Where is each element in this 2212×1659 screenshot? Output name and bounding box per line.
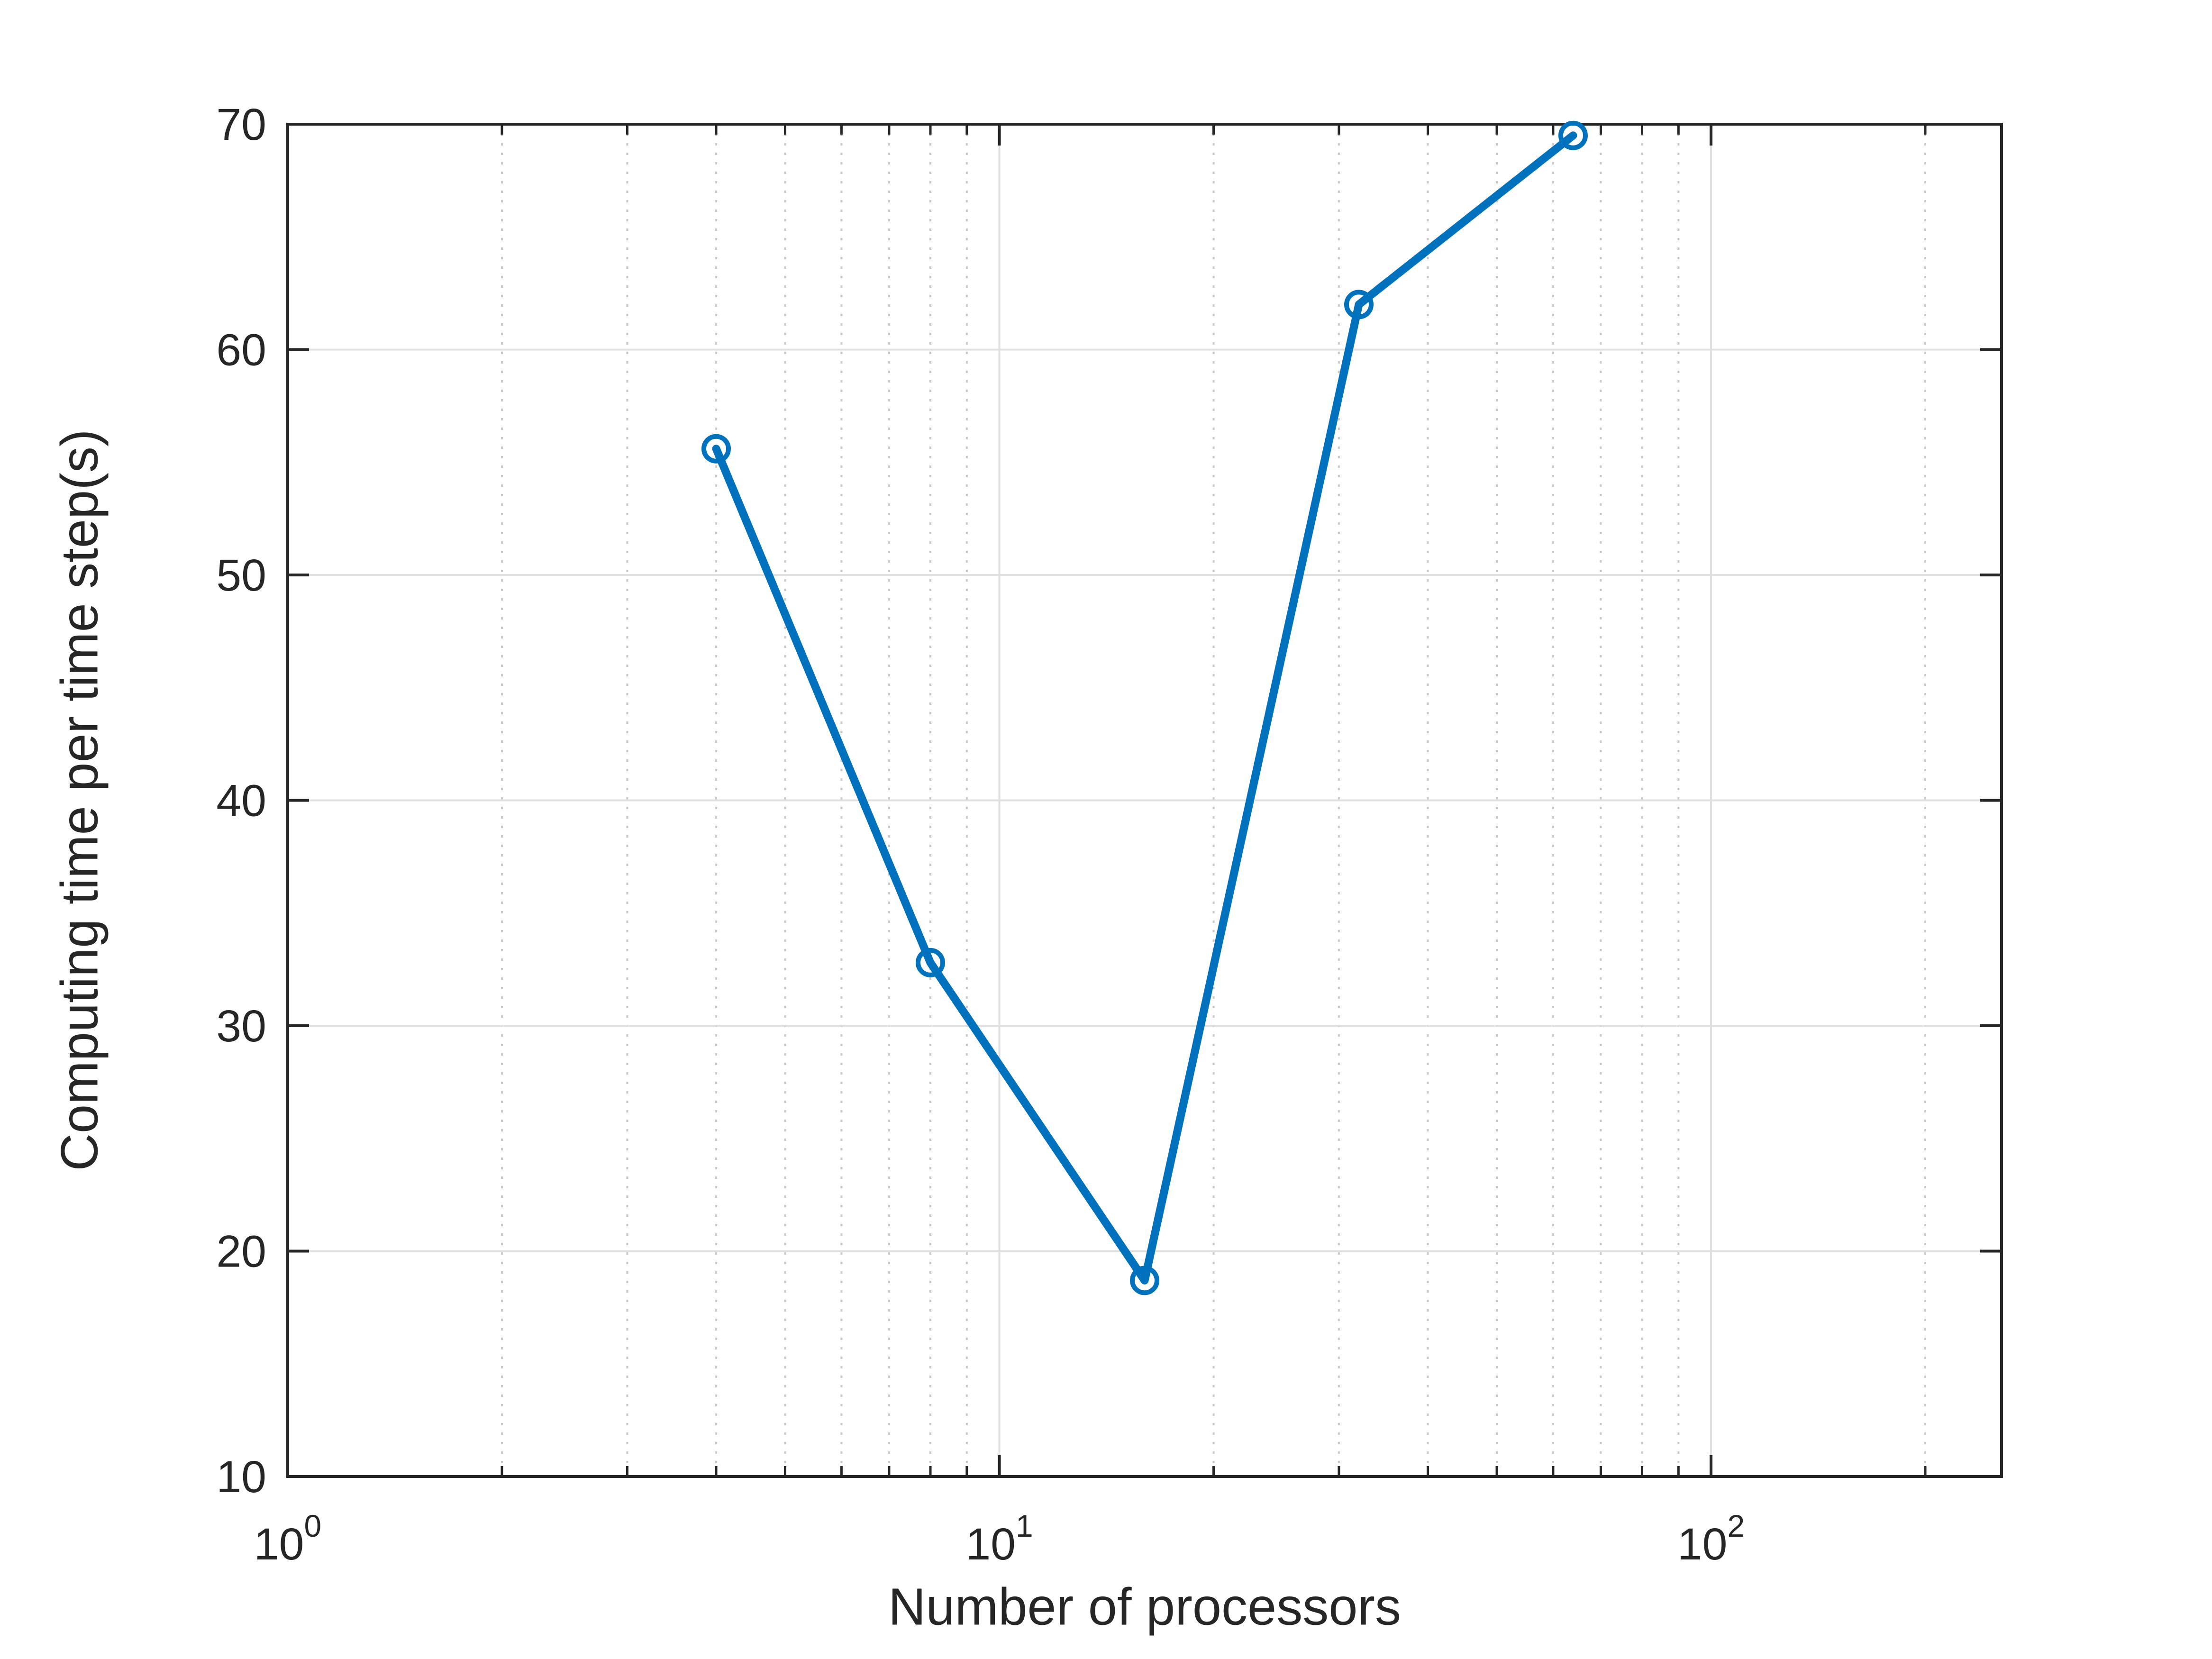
data-point-marker <box>1344 290 1374 319</box>
data-point-marker <box>1130 1266 1159 1295</box>
y-tick-label: 70 <box>216 100 266 150</box>
y-tick-label: 40 <box>216 776 266 826</box>
x-tick-label: 101 <box>965 1508 1033 1569</box>
y-tick-label: 30 <box>216 1001 266 1051</box>
y-axis-label: Computing time per time step(s) <box>50 429 109 1171</box>
y-tick-label: 20 <box>216 1227 266 1277</box>
x-tick-label: 100 <box>254 1508 321 1569</box>
x-axis-label: Number of processors <box>888 1577 1402 1636</box>
x-tick-label: 102 <box>1677 1508 1745 1569</box>
data-point-marker <box>916 948 945 977</box>
data-point-marker <box>1558 120 1588 150</box>
data-point-marker <box>701 434 731 464</box>
y-tick-label: 60 <box>216 325 266 375</box>
y-tick-label: 50 <box>216 550 266 601</box>
y-tick-label: 10 <box>216 1452 266 1502</box>
series-line <box>712 131 1577 1285</box>
